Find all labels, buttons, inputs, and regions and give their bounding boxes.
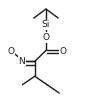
Text: N: N <box>19 57 25 66</box>
Text: O: O <box>43 33 49 42</box>
Text: Si: Si <box>42 20 50 29</box>
Text: O: O <box>60 47 67 56</box>
Text: O: O <box>7 47 14 56</box>
